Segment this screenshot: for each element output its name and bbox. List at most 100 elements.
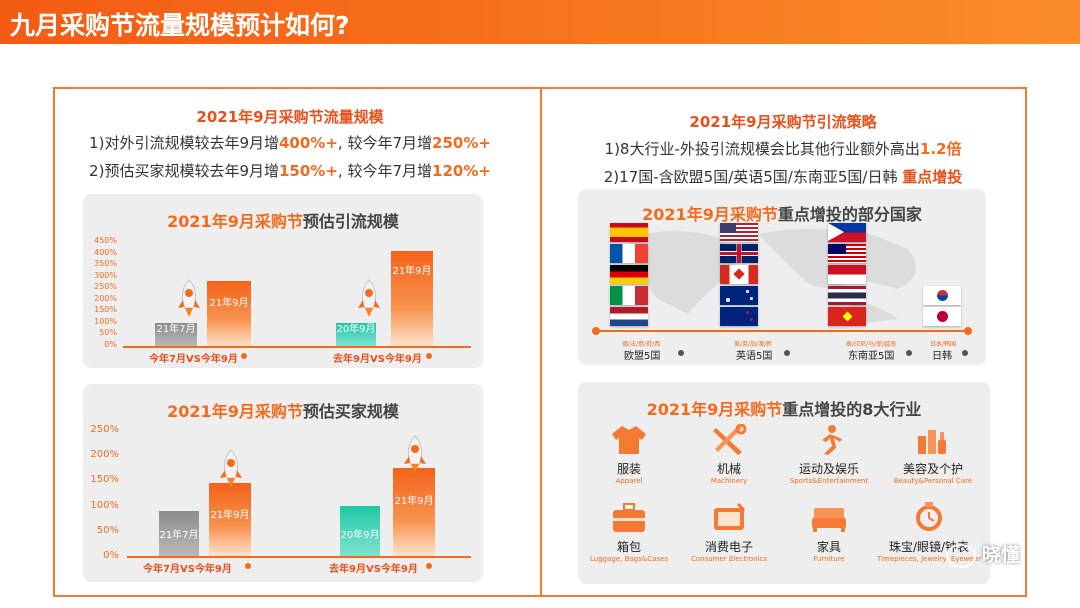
- industry-name-en: Timepieces, Jewelry, Eyewear: [877, 555, 981, 563]
- right-line2-text: 2)17国-含欧盟5国/英语5国/东南亚5国/日韩: [603, 168, 903, 186]
- category-dot: [245, 563, 251, 569]
- right-line1-text: 1)8大行业-外投引流规模会比其他行业额外高出: [604, 140, 920, 158]
- region-name: 英语5国: [736, 351, 773, 362]
- cosmetics-icon: [914, 424, 952, 456]
- flag-spain-icon: [610, 223, 648, 242]
- line2-text-b: , 较今年7月增: [337, 162, 433, 180]
- flag-france-icon: [610, 244, 648, 263]
- timeline-start-dot: [592, 327, 600, 335]
- left-line-1: 1)对外引流规模较去年9月增400%+, 较今年7月增250%+: [60, 132, 520, 153]
- rocket-icon: [404, 435, 426, 473]
- industry-name-en: Luggage, Bags&Cases: [589, 555, 668, 563]
- countries-title-orange: 2021年9月采购节: [642, 205, 778, 224]
- industry-machinery: 机械 Machinery: [674, 423, 784, 485]
- y-tick-label: 100%: [90, 499, 119, 511]
- flag-thailand-icon: [828, 286, 866, 305]
- traffic-chart-x-axis: [123, 346, 471, 348]
- line1-value-b: 250%+: [432, 134, 491, 152]
- industry-name-en: Furniture: [813, 555, 845, 563]
- world-map-background: [628, 228, 916, 324]
- buyer-category-label: 今年7月VS今年9月: [143, 564, 232, 575]
- y-tick-label: 450%: [94, 236, 117, 245]
- industries-title-gray: 重点增投的8大行业: [782, 400, 922, 419]
- flag-uk-icon: [720, 244, 758, 263]
- flag-usa-icon: [720, 223, 758, 242]
- y-tick-label: 0%: [104, 340, 117, 349]
- industry-beauty: 美容及个护 Beauty&Personal Care: [878, 424, 988, 485]
- countries-panel: 2021年9月采购节重点增投的部分国家 德/法/意/荷/西 欧盟5国 美/英/加…: [578, 189, 986, 365]
- y-tick-label: 350%: [94, 259, 117, 269]
- line1-text-a: 1)对外引流规模较去年9月增: [89, 134, 279, 152]
- y-tick-label: 250%: [94, 282, 117, 292]
- watch-icon: [910, 502, 948, 534]
- buyer-chart-panel: 2021年9月采购节预估买家规模 250% 200% 150% 100% 50% 0% 2…: [83, 384, 483, 582]
- right-heading: 2021年9月采购节引流策略: [689, 113, 877, 131]
- industry-name: 机械: [716, 462, 741, 476]
- region-dot: [962, 350, 968, 356]
- jacket-icon: [610, 424, 648, 456]
- buyer-chart-x-axis: [127, 556, 471, 558]
- y-tick-label: 100%: [94, 316, 117, 326]
- rocket-icon: [220, 449, 242, 487]
- flag-philippines-icon: [828, 223, 866, 242]
- traffic-bar-label: 21年9月: [209, 298, 249, 309]
- region-dot: [678, 350, 684, 356]
- tablet-icon: [710, 502, 748, 534]
- industry-name: 箱包: [616, 540, 641, 554]
- flag-malaysia-icon: [828, 244, 866, 263]
- buyer-bar-label: 21年9月: [210, 510, 250, 521]
- category-dot: [426, 353, 432, 359]
- traffic-bar-21-jul: [155, 322, 197, 346]
- buyer-chart-title: 2021年9月采购节预估买家规模: [83, 398, 483, 422]
- industry-name: 美容及个护: [902, 462, 963, 476]
- suitcase-icon: [610, 502, 648, 534]
- buyer-bar-20-sep: [340, 505, 380, 556]
- traffic-category-label: 今年7月VS今年9月: [149, 354, 238, 365]
- timeline-end-dot: [964, 327, 972, 335]
- flag-new-zealand-icon: [720, 307, 758, 326]
- flag-indonesia-icon: [828, 265, 866, 284]
- flag-australia-icon: [720, 286, 758, 305]
- industry-name: 服装: [616, 462, 641, 476]
- industry-furniture: 家具 Furniture: [774, 502, 884, 563]
- buyer-bar-21-sep-a: [209, 482, 251, 556]
- traffic-chart-title-orange: 2021年9月采购节: [167, 212, 303, 231]
- traffic-category-label: 去年9月VS今年9月: [333, 354, 422, 365]
- line1-text-b: , 较今年7月增: [337, 134, 433, 152]
- industry-sports: 运动及娱乐 Sports&Entertainment: [774, 424, 884, 485]
- traffic-bar-20-sep: [336, 322, 376, 346]
- industry-name: 运动及娱乐: [798, 462, 859, 476]
- flag-canada-icon: [720, 265, 758, 284]
- traffic-chart-title-gray: 预估引流规模: [302, 212, 399, 231]
- industry-apparel: 服装 Apparel: [574, 424, 684, 485]
- y-tick-label: 300%: [94, 270, 117, 280]
- y-tick-label: 200%: [90, 449, 119, 461]
- bed-icon: [810, 502, 848, 534]
- y-tick-label: 50%: [96, 524, 119, 536]
- y-tick-label: 0%: [103, 550, 119, 561]
- traffic-bar-21-sep-a: [207, 281, 251, 346]
- flag-vietnam-icon: [828, 307, 866, 326]
- region-sub: 德/法/意/荷/西: [622, 341, 661, 348]
- buyer-chart-title-gray: 预估买家规模: [302, 402, 399, 421]
- flag-japan-icon: [923, 307, 961, 326]
- right-line-1: 1)8大行业-外投引流规模会比其他行业额外高出1.2倍: [548, 138, 1018, 159]
- industry-name-en: Machinery: [710, 477, 748, 485]
- buyer-bar-21-jul: [159, 510, 199, 556]
- rocket-icon: [178, 279, 200, 317]
- traffic-chart-panel: 2021年9月采购节预估引流规模 450% 400% 350% 300% 250% 200…: [83, 194, 483, 368]
- y-tick-label: 250%: [90, 424, 119, 435]
- industry-electronics: 消费电子 Consumer Electronics: [674, 502, 784, 563]
- countries-title: 2021年9月采购节重点增投的部分国家: [578, 201, 986, 225]
- rocket-icon: [358, 279, 380, 317]
- industry-name-en: Apparel: [615, 477, 643, 485]
- countries-title-gray: 重点增投的部分国家: [777, 205, 922, 224]
- y-tick-label: 150%: [94, 305, 117, 315]
- traffic-chart-title: 2021年9月采购节预估引流规模: [83, 208, 483, 232]
- flag-netherlands-icon: [610, 307, 648, 326]
- right-line2-value: 重点增投: [902, 168, 963, 186]
- wechat-icon: [946, 543, 976, 568]
- countries-timeline: [596, 330, 968, 332]
- column-divider: [540, 88, 542, 596]
- traffic-bar-label: 21年9月: [392, 266, 432, 277]
